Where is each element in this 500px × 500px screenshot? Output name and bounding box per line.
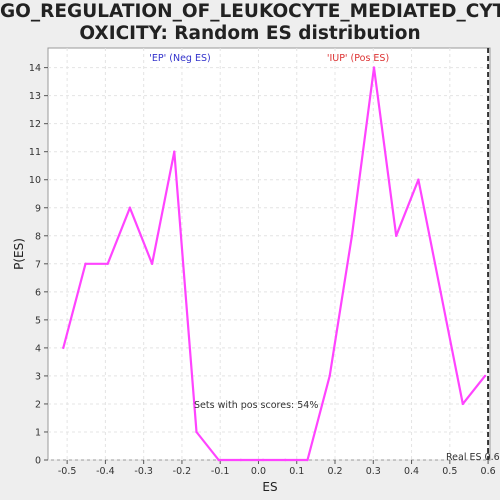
data-point: [128, 206, 132, 209]
data-point: [106, 262, 109, 266]
real-es-text: Real ES 0.6: [446, 452, 500, 463]
data-point: [284, 458, 287, 462]
x-tick-label: -0.3: [134, 466, 153, 477]
data-point: [483, 374, 487, 378]
y-tick-label: 9: [35, 203, 41, 214]
neg-es-label: 'EP' (Neg ES): [149, 53, 210, 64]
data-point: [439, 290, 442, 294]
x-axis-label: ES: [262, 480, 277, 494]
y-tick-label: 13: [29, 91, 41, 102]
data-point: [62, 346, 65, 350]
x-tick-label: 0.4: [404, 466, 419, 477]
x-tick-label: -0.2: [173, 466, 192, 477]
y-tick-label: 12: [29, 119, 41, 130]
y-tick-label: 2: [35, 399, 41, 410]
data-point: [306, 458, 309, 462]
y-tick-label: 14: [29, 63, 41, 74]
data-point: [350, 234, 354, 237]
data-point: [217, 458, 220, 462]
x-tick-label: -0.1: [211, 466, 230, 477]
x-tick-label: 0.3: [366, 466, 381, 477]
data-point: [195, 430, 198, 434]
y-tick-label: 11: [29, 147, 41, 158]
y-tick-label: 5: [35, 315, 41, 326]
pos-es-label: 'IUP' (Pos ES): [327, 53, 389, 64]
grid-layer: [48, 48, 490, 461]
y-tick-label: 10: [29, 175, 41, 186]
plot-area: [47, 47, 491, 461]
y-tick-label: 4: [35, 343, 41, 354]
data-point: [372, 66, 376, 69]
x-tick-label: 0.1: [289, 466, 304, 477]
pos-scores-text: Sets with pos scores: 54%: [194, 400, 318, 411]
y-tick-label: 8: [35, 231, 41, 242]
x-tick-label: -0.5: [58, 466, 77, 477]
annotation-layer: 'EP' (Neg ES) 'IUP' (Pos ES) Sets with p…: [149, 53, 499, 463]
chart-title-line2: OXICITY: Random ES distribution: [79, 23, 421, 44]
y-axis-label: P(ES): [12, 238, 26, 270]
data-point: [173, 150, 176, 153]
data-point: [328, 374, 331, 378]
y-tick-label: 0: [35, 456, 41, 467]
y-tick-label: 1: [35, 427, 41, 438]
chart-title: GO_REGULATION_OF_LEUKOCYTE_MEDIATED_CYTO…: [0, 1, 500, 45]
data-point: [84, 262, 87, 266]
y-tick-label: 7: [35, 259, 41, 270]
x-tick-label: 0.6: [481, 466, 496, 477]
data-point: [395, 234, 398, 237]
x-tick-label: -0.4: [96, 466, 115, 477]
x-tick-label: 0.5: [442, 466, 457, 477]
y-tick-label: 6: [35, 287, 41, 298]
data-point: [417, 178, 420, 181]
es-distribution-line: [62, 66, 486, 462]
series-layer: [62, 48, 490, 462]
chart-title-line1: GO_REGULATION_OF_LEUKOCYTE_MEDIATED_CYTO…: [0, 1, 500, 22]
data-point: [150, 262, 154, 266]
y-tick-label: 3: [35, 371, 41, 382]
x-tick-label: 0.0: [251, 466, 266, 477]
data-point: [461, 402, 465, 406]
data-point: [261, 458, 265, 462]
data-point: [239, 458, 243, 462]
x-tick-label: 0.2: [327, 466, 342, 477]
